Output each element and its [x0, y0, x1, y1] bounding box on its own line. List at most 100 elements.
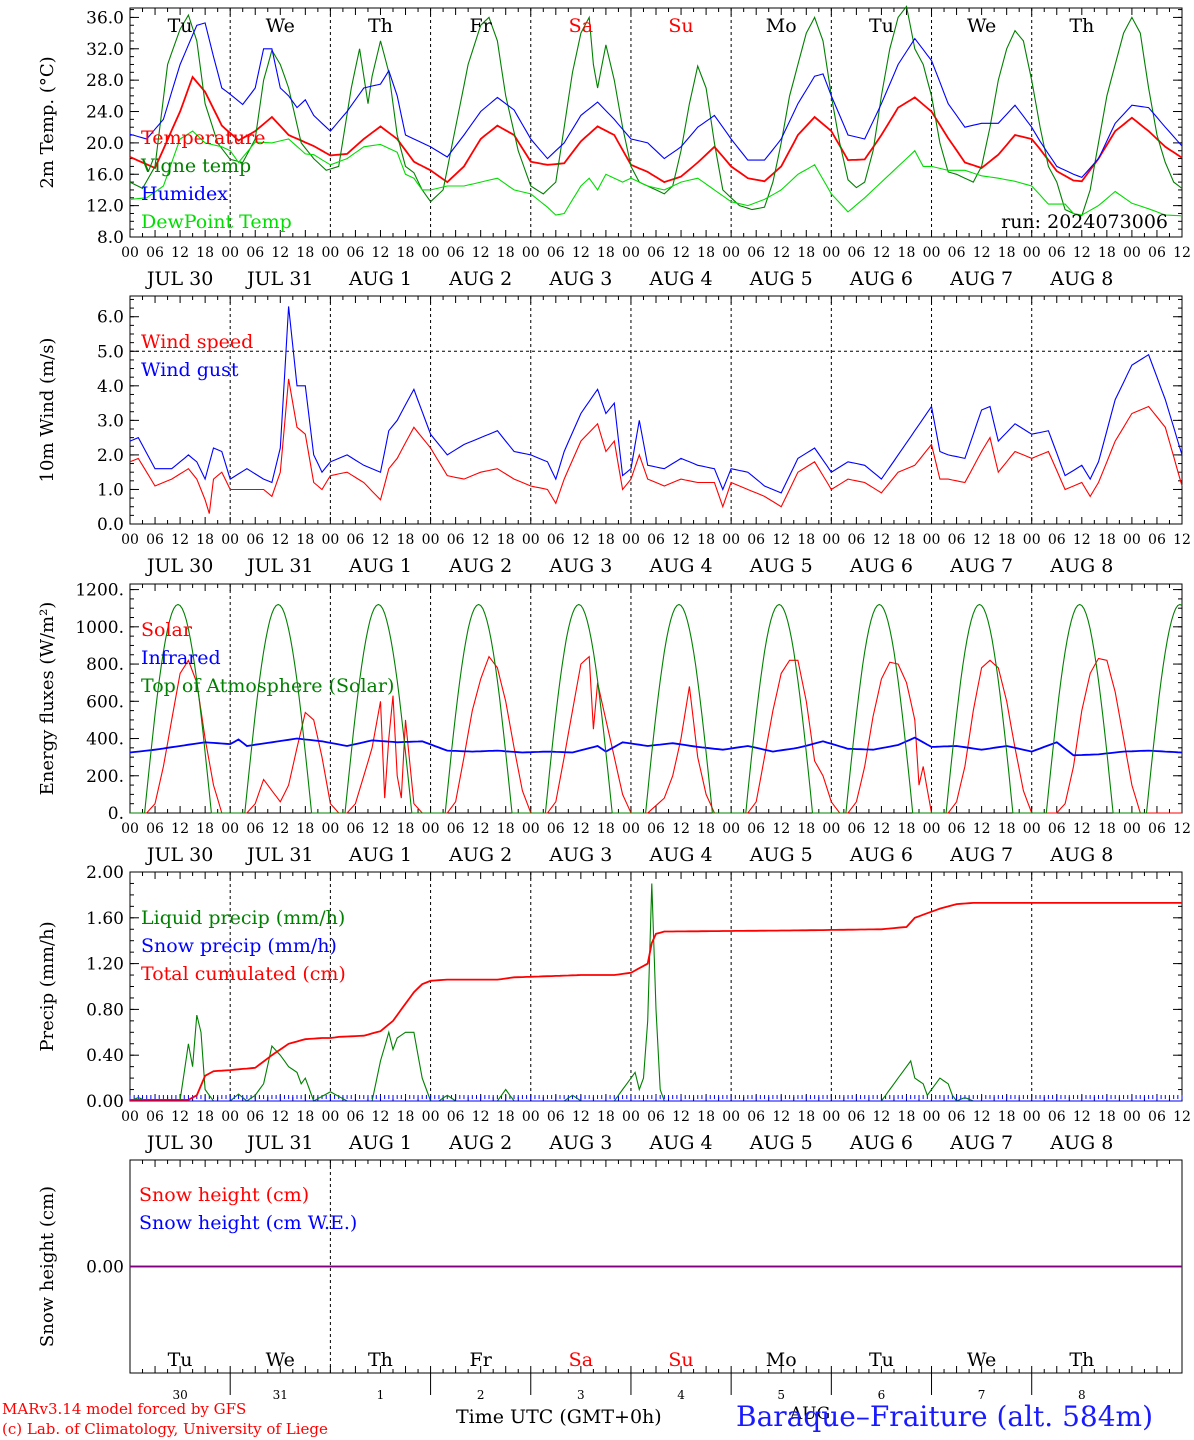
- hour-tick-label: 12: [271, 1109, 289, 1125]
- series-line-top-of-atmosphere-solar-: [130, 603, 1183, 814]
- y-tick-label: 36.0: [86, 8, 124, 28]
- legend-entry: Total cumulated (cm): [141, 963, 346, 985]
- hour-tick-label: 06: [547, 821, 565, 837]
- weekday-label: Mo: [766, 1349, 797, 1371]
- hour-tick-label: 06: [847, 1109, 865, 1125]
- hour-tick-label: 00: [1123, 245, 1141, 261]
- hour-tick-label: 06: [447, 821, 465, 837]
- hour-tick-label: 06: [347, 821, 365, 837]
- date-label: AUG 8: [1049, 844, 1113, 866]
- hour-tick-label: 12: [772, 821, 790, 837]
- y-tick-label: 0.00: [86, 1092, 124, 1112]
- hour-tick-label: 18: [497, 245, 515, 261]
- date-label: AUG 2: [448, 555, 512, 577]
- hour-tick-label: 18: [497, 1109, 515, 1125]
- hour-tick-label: 00: [822, 532, 840, 548]
- date-label: AUG 4: [649, 555, 713, 577]
- hour-tick-label: 18: [1098, 1109, 1116, 1125]
- weekday-label: Th: [1069, 15, 1094, 37]
- hour-tick-label: 12: [1073, 821, 1091, 837]
- day-number-label: 30: [172, 1388, 187, 1402]
- hour-tick-label: 18: [196, 821, 214, 837]
- hour-tick-label: 12: [372, 821, 390, 837]
- hour-tick-label: 00: [121, 821, 139, 837]
- weekday-label: Su: [668, 15, 693, 37]
- hour-tick-label: 18: [296, 245, 314, 261]
- hour-tick-label: 00: [722, 1109, 740, 1125]
- hour-tick-label: 18: [597, 245, 615, 261]
- hour-tick-label: 12: [572, 245, 590, 261]
- hour-tick-label: 18: [497, 821, 515, 837]
- day-number-label: 6: [878, 1388, 886, 1402]
- date-label: AUG 1: [348, 268, 412, 290]
- weekday-label: Su: [668, 1349, 693, 1371]
- hour-tick-label: 00: [321, 1109, 339, 1125]
- y-tick-label: 600.: [86, 692, 124, 712]
- y-tick-label: 24.0: [86, 103, 124, 123]
- hour-tick-label: 00: [923, 532, 941, 548]
- hour-tick-label: 18: [998, 532, 1016, 548]
- day-number-label: 2: [477, 1388, 485, 1402]
- y-tick-label: 2.00: [86, 863, 124, 883]
- date-label: JUL 31: [245, 268, 313, 290]
- hour-tick-label: 12: [973, 245, 991, 261]
- hour-tick-label: 18: [597, 821, 615, 837]
- hour-tick-label: 12: [372, 1109, 390, 1125]
- weekday-label: We: [967, 15, 996, 37]
- series-line-solar: [130, 655, 1182, 814]
- date-label: JUL 30: [145, 555, 213, 577]
- day-number-label: 7: [978, 1388, 986, 1402]
- y-tick-label: 32.0: [86, 40, 124, 60]
- hour-tick-label: 06: [647, 245, 665, 261]
- date-label: JUL 30: [145, 1132, 213, 1154]
- y-tick-label: 16.0: [86, 165, 124, 185]
- hour-tick-label: 06: [747, 532, 765, 548]
- hour-tick-label: 12: [271, 245, 289, 261]
- hour-tick-label: 06: [146, 821, 164, 837]
- hour-tick-label: 18: [697, 1109, 715, 1125]
- hour-tick-label: 12: [171, 1109, 189, 1125]
- hour-tick-label: 00: [1123, 532, 1141, 548]
- hour-tick-label: 00: [622, 245, 640, 261]
- hour-tick-label: 12: [1073, 1109, 1091, 1125]
- hour-tick-label: 12: [472, 821, 490, 837]
- hour-tick-label: 06: [847, 245, 865, 261]
- hour-tick-label: 06: [948, 821, 966, 837]
- hour-tick-label: 18: [196, 1109, 214, 1125]
- weekday-label: We: [266, 15, 295, 37]
- hour-tick-label: 06: [246, 245, 264, 261]
- y-axis-title: 10m Wind (m/s): [37, 338, 58, 483]
- y-tick-label: 5.0: [97, 342, 124, 362]
- panel-frame: [129, 295, 1183, 525]
- y-axis-title: Energy fluxes (W/m²): [37, 602, 58, 796]
- hour-tick-label: 18: [196, 245, 214, 261]
- y-tick-label: 200.: [86, 767, 124, 787]
- series-line-total-cumulated-cm-: [130, 902, 1182, 1101]
- series-line-dewpoint-temp: [129, 130, 1183, 217]
- hour-tick-label: 12: [472, 245, 490, 261]
- hour-tick-label: 12: [1073, 245, 1091, 261]
- hour-tick-label: 00: [321, 245, 339, 261]
- hour-tick-label: 06: [647, 532, 665, 548]
- y-tick-label: 12.0: [86, 197, 124, 217]
- date-label: AUG 4: [649, 268, 713, 290]
- hour-tick-label: 00: [622, 1109, 640, 1125]
- hour-tick-label: 00: [1123, 1109, 1141, 1125]
- hour-tick-label: 06: [1048, 821, 1066, 837]
- hour-tick-label: 06: [1148, 1109, 1166, 1125]
- date-label: AUG 7: [949, 1132, 1013, 1154]
- date-label: AUG 2: [448, 1132, 512, 1154]
- hour-tick-label: 12: [772, 532, 790, 548]
- legend-entry: Wind speed: [141, 331, 253, 353]
- day-number-label: 8: [1078, 1388, 1086, 1402]
- hour-tick-label: 18: [697, 532, 715, 548]
- date-label: AUG 5: [749, 1132, 813, 1154]
- hour-tick-label: 18: [797, 532, 815, 548]
- hour-tick-label: 06: [146, 532, 164, 548]
- hour-tick-label: 00: [1023, 532, 1041, 548]
- y-tick-label: 20.0: [86, 134, 124, 154]
- weekday-label: We: [266, 1349, 295, 1371]
- hour-tick-label: 00: [422, 821, 440, 837]
- hour-tick-label: 06: [948, 532, 966, 548]
- date-label: JUL 31: [245, 555, 313, 577]
